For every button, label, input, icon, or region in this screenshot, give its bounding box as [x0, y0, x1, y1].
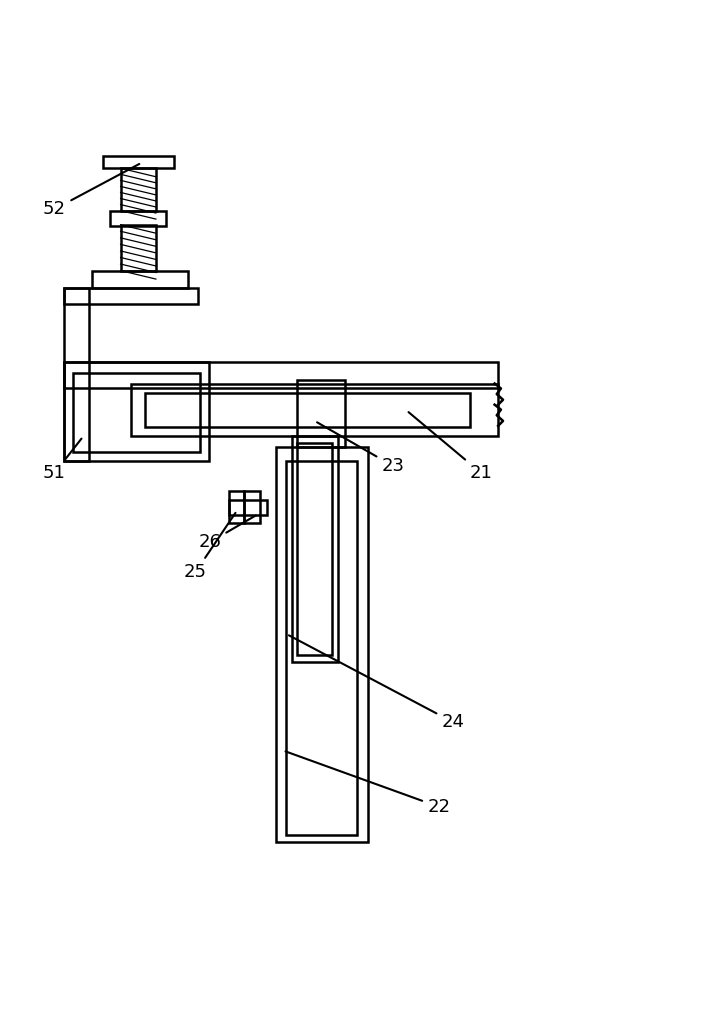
Bar: [286, 461, 357, 836]
Bar: [297, 380, 345, 447]
Text: 23: 23: [317, 422, 405, 476]
Bar: [121, 225, 156, 271]
Text: 21: 21: [408, 412, 493, 482]
Text: 25: 25: [184, 513, 236, 581]
Bar: [131, 383, 498, 436]
Bar: [103, 155, 174, 168]
Bar: [292, 436, 338, 662]
Bar: [244, 492, 260, 523]
Text: 52: 52: [43, 164, 139, 218]
Bar: [297, 443, 332, 655]
Text: 24: 24: [289, 636, 465, 731]
Bar: [228, 492, 244, 523]
Bar: [64, 362, 498, 388]
Text: 51: 51: [43, 439, 81, 482]
Bar: [228, 500, 267, 515]
Bar: [92, 271, 188, 288]
Text: 26: 26: [198, 515, 256, 552]
Bar: [64, 288, 198, 304]
Bar: [73, 373, 200, 452]
Bar: [110, 211, 166, 226]
Bar: [121, 168, 156, 211]
Bar: [276, 447, 368, 843]
Text: 22: 22: [286, 751, 451, 816]
Bar: [146, 393, 470, 427]
Bar: [64, 288, 89, 461]
Bar: [64, 362, 208, 461]
